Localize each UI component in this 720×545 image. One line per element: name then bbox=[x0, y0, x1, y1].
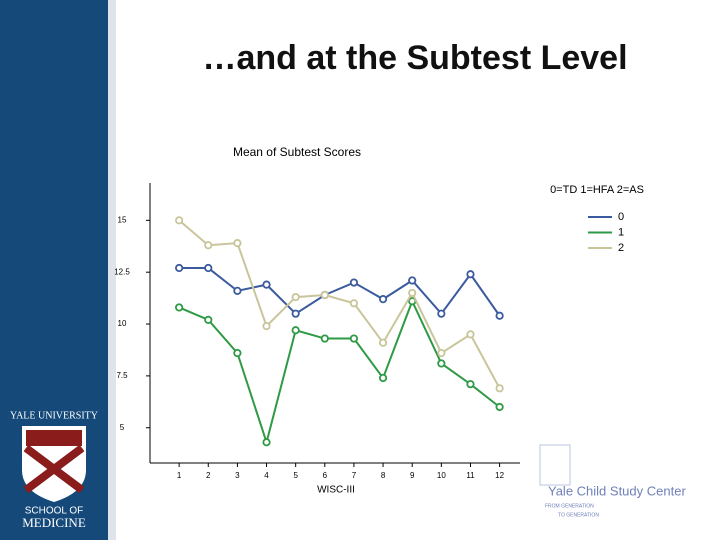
x-tick-label: 3 bbox=[235, 471, 240, 480]
logo-text: TO GENERATION bbox=[558, 512, 599, 518]
legend-label: 2 bbox=[618, 242, 624, 254]
point bbox=[291, 309, 300, 318]
point bbox=[408, 288, 417, 298]
x-tick-label: 4 bbox=[264, 471, 269, 480]
x-tick-label: 11 bbox=[466, 471, 475, 480]
center-icon bbox=[539, 444, 571, 486]
point bbox=[291, 292, 300, 302]
legend-title: 0=TD 1=HFA 2=AS bbox=[550, 184, 644, 196]
x-tick-label: 10 bbox=[437, 471, 446, 480]
point bbox=[204, 315, 213, 324]
point bbox=[175, 263, 184, 273]
point bbox=[233, 348, 242, 358]
point bbox=[437, 359, 446, 368]
point bbox=[204, 263, 213, 273]
point bbox=[466, 380, 475, 389]
logo-text: FROM GENERATION bbox=[545, 503, 594, 509]
point bbox=[233, 286, 242, 295]
logo-text: YALE UNIVERSITY bbox=[10, 410, 98, 421]
series-line bbox=[178, 298, 501, 446]
x-tick-label: 7 bbox=[352, 471, 357, 480]
sidebar-stripe bbox=[108, 0, 116, 540]
point bbox=[378, 295, 388, 304]
point bbox=[291, 326, 300, 335]
y-tick-label: 7.5 bbox=[116, 371, 128, 380]
point bbox=[349, 278, 359, 287]
point bbox=[349, 334, 359, 343]
point bbox=[233, 239, 242, 248]
shield-band bbox=[26, 430, 82, 446]
logo-text: Yale Child Study Center bbox=[548, 483, 686, 498]
point bbox=[495, 384, 504, 393]
x-axis-label: WISC-III bbox=[317, 485, 355, 496]
x-tick-label: 12 bbox=[495, 471, 504, 480]
chart-title: Mean of Subtest Scores bbox=[233, 145, 361, 159]
logo-text: SCHOOL OF bbox=[25, 506, 84, 517]
legend-label: 1 bbox=[618, 226, 624, 238]
point bbox=[175, 216, 184, 225]
point bbox=[262, 322, 271, 331]
point bbox=[408, 276, 417, 285]
point bbox=[378, 373, 388, 383]
y-tick-label: 5 bbox=[120, 423, 125, 432]
x-tick-label: 8 bbox=[381, 471, 386, 480]
y-tick-label: 12.5 bbox=[114, 267, 130, 276]
point bbox=[495, 311, 504, 320]
point bbox=[437, 309, 446, 318]
series-line bbox=[179, 267, 501, 317]
series-line bbox=[178, 219, 501, 389]
point bbox=[320, 334, 329, 343]
y-tick-label: 15 bbox=[118, 215, 127, 224]
slide-title: …and at the Subtest Level bbox=[202, 39, 627, 77]
point bbox=[466, 330, 475, 339]
point bbox=[262, 438, 271, 447]
point bbox=[466, 270, 475, 279]
shield-cross bbox=[23, 444, 85, 494]
x-tick-label: 1 bbox=[177, 471, 182, 480]
point bbox=[175, 303, 184, 312]
point bbox=[349, 299, 359, 308]
point bbox=[204, 241, 213, 250]
legend-label: 0 bbox=[618, 211, 624, 223]
logo-text: MEDICINE bbox=[22, 515, 86, 530]
point bbox=[262, 280, 271, 289]
x-tick-label: 5 bbox=[293, 471, 298, 480]
point bbox=[378, 338, 388, 347]
y-tick-label: 10 bbox=[118, 319, 127, 328]
x-tick-label: 9 bbox=[410, 471, 415, 480]
x-tick-label: 2 bbox=[206, 471, 211, 480]
point bbox=[495, 402, 504, 412]
point bbox=[437, 348, 446, 358]
x-tick-label: 6 bbox=[323, 471, 328, 480]
point bbox=[320, 290, 329, 300]
